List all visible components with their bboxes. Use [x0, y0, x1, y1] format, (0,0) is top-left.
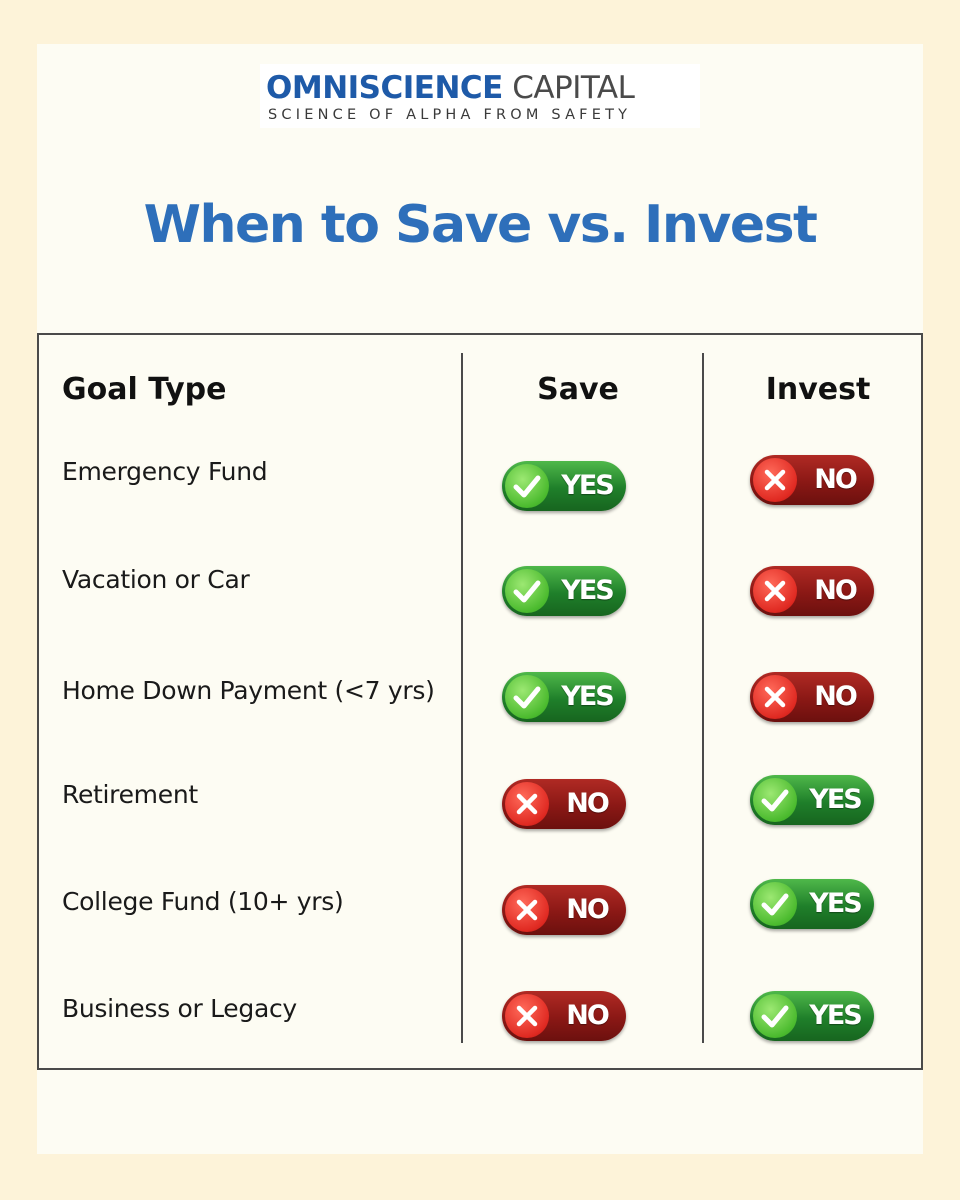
invest-status-badge: NO	[750, 455, 874, 505]
check-icon	[513, 580, 541, 603]
check-circle	[753, 882, 797, 926]
save-status-label: NO	[566, 1000, 610, 1031]
invest-status-badge: YES	[750, 879, 874, 929]
page-title: When to Save vs. Invest	[143, 195, 818, 255]
save-status-badge: NO	[502, 779, 626, 829]
check-icon	[761, 893, 789, 916]
invest-status-label: NO	[814, 575, 858, 606]
check-circle	[505, 569, 549, 613]
brand-logo: OMNISCIENCE CAPITAL SCIENCE OF ALPHA FRO…	[260, 64, 700, 128]
x-icon	[516, 899, 538, 921]
save-status-label: YES	[561, 470, 614, 501]
goal-type-label: Vacation or Car	[62, 565, 250, 594]
invest-status-label: NO	[814, 464, 858, 495]
invest-status-label: NO	[814, 681, 858, 712]
header-invest: Invest	[765, 372, 871, 407]
save-status-label: NO	[566, 894, 610, 925]
goal-type-label: Retirement	[62, 780, 198, 809]
invest-status-label: YES	[809, 784, 862, 815]
save-status-badge: YES	[502, 461, 626, 511]
goal-type-label: College Fund (10+ yrs)	[62, 887, 344, 916]
check-icon	[513, 686, 541, 709]
brand-name-bold: OMNISCIENCE	[266, 70, 503, 106]
save-status-label: YES	[561, 575, 614, 606]
invest-status-badge: YES	[750, 775, 874, 825]
goal-type-label: Business or Legacy	[62, 994, 297, 1023]
x-icon	[516, 1005, 538, 1027]
column-divider-save	[461, 353, 463, 1043]
check-icon	[761, 789, 789, 812]
check-icon	[761, 1005, 789, 1028]
header-save: Save	[537, 372, 619, 407]
check-circle	[505, 675, 549, 719]
brand-tagline: SCIENCE OF ALPHA FROM SAFETY	[268, 107, 632, 123]
goal-type-label: Emergency Fund	[62, 457, 268, 486]
check-circle	[753, 994, 797, 1038]
save-status-badge: NO	[502, 885, 626, 935]
save-status-badge: YES	[502, 672, 626, 722]
invest-status-label: YES	[809, 1000, 862, 1031]
x-icon	[764, 686, 786, 708]
x-icon	[764, 580, 786, 602]
invest-status-badge: NO	[750, 566, 874, 616]
check-circle	[505, 464, 549, 508]
invest-status-badge: YES	[750, 991, 874, 1041]
save-status-badge: NO	[502, 991, 626, 1041]
invest-status-label: YES	[809, 888, 862, 919]
save-status-label: YES	[561, 681, 614, 712]
invest-status-badge: NO	[750, 672, 874, 722]
x-icon	[764, 469, 786, 491]
check-icon	[513, 475, 541, 498]
save-status-label: NO	[566, 788, 610, 819]
x-icon	[516, 793, 538, 815]
header-goal-type: Goal Type	[62, 372, 227, 407]
brand-name-regular: CAPITAL	[512, 70, 635, 106]
save-status-badge: YES	[502, 566, 626, 616]
goal-type-label: Home Down Payment (<7 yrs)	[62, 676, 435, 705]
column-divider-invest	[702, 353, 704, 1043]
check-circle	[753, 778, 797, 822]
